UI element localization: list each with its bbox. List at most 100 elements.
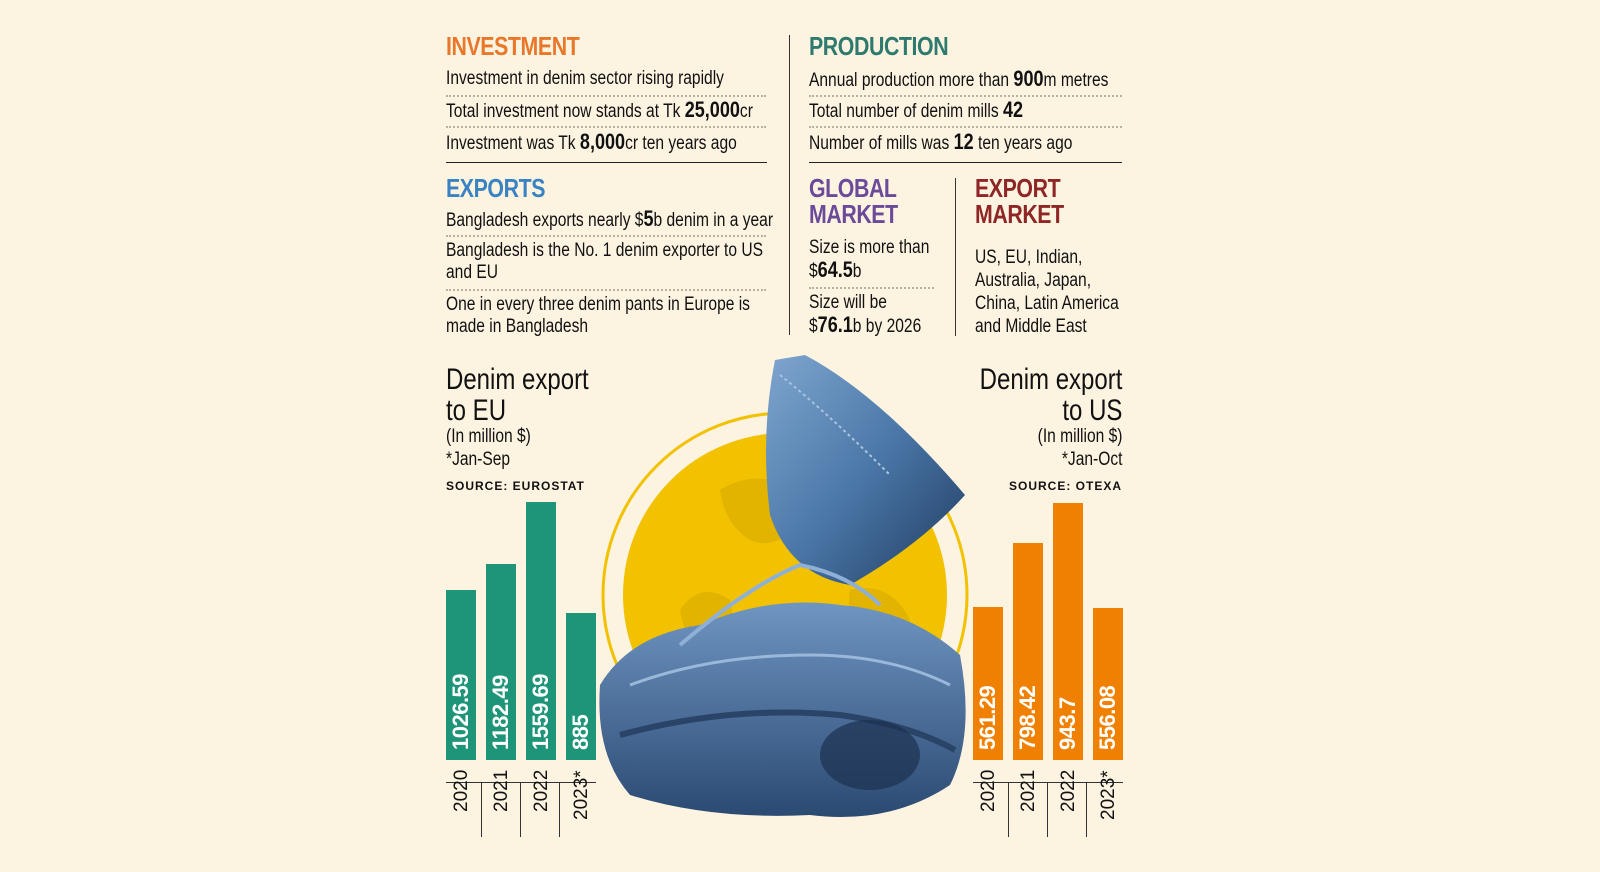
row-text: Total investment now stands at Tk xyxy=(446,101,685,122)
bar-value-label: 885 xyxy=(568,714,593,750)
eu-year-2022: 2022 xyxy=(531,769,552,812)
dotted-divider xyxy=(446,95,766,97)
section-rule xyxy=(446,162,767,163)
row-value: 5 xyxy=(643,206,654,231)
production-row-1: Annual production more than 900m metres xyxy=(809,68,1108,92)
row-text: Bangladesh is the No. 1 denim exporter t… xyxy=(446,240,763,261)
export-market-line: and Middle East xyxy=(975,316,1087,337)
global-market-row-2: Size will be $76.1b by 2026 xyxy=(809,292,921,338)
eu-bar-2021[interactable]: 1182.49 xyxy=(486,564,516,760)
dotted-divider xyxy=(446,235,766,237)
us-bar-2020[interactable]: 561.29 xyxy=(973,607,1003,760)
row-text: Total number of denim mills xyxy=(809,101,1003,122)
bar-value-label: 798.42 xyxy=(1015,685,1040,750)
exports-row-2: Bangladesh is the No. 1 denim exporter t… xyxy=(446,240,763,284)
production-row-2: Total number of denim mills 42 xyxy=(809,99,1023,123)
denim-jeans-illustration xyxy=(590,355,975,825)
us-chart-source: SOURCE: OTEXA xyxy=(1008,479,1122,493)
row-text: Investment in denim sector rising rapidl… xyxy=(446,68,724,89)
row-value: 900 xyxy=(1013,66,1044,91)
eu-bar-2022[interactable]: 1559.69 xyxy=(526,502,556,760)
bar-value-label: 1026.59 xyxy=(448,673,473,750)
eu-x-axis xyxy=(446,782,596,783)
axis-tick xyxy=(559,782,560,837)
chart-unit: (In million $) xyxy=(446,426,531,447)
global-market-heading: GLOBAL MARKET xyxy=(809,175,898,227)
us-bar-2022[interactable]: 943.7 xyxy=(1053,503,1083,760)
dotted-divider xyxy=(809,287,934,289)
heading-line: EXPORT xyxy=(975,173,1061,203)
axis-tick xyxy=(1047,782,1048,837)
us-chart-subtitle: (In million $) *Jan-Oct xyxy=(1037,425,1122,471)
chart-title-line: to EU xyxy=(446,394,507,427)
row-unit: b denim in a year xyxy=(653,210,774,231)
eu-chart-source: SOURCE: EUROSTAT xyxy=(446,479,585,493)
row-value: 76.1 xyxy=(817,312,853,337)
eu-chart-subtitle: (In million $) *Jan-Sep xyxy=(446,425,531,471)
investment-row-2: Total investment now stands at Tk 25,000… xyxy=(446,99,753,123)
chart-note: *Jan-Sep xyxy=(446,449,511,470)
investment-heading: INVESTMENT xyxy=(446,31,580,61)
column-divider xyxy=(789,35,790,335)
row-text: made in Bangladesh xyxy=(446,316,589,337)
export-market-list: US, EU, Indian, Australia, Japan, China,… xyxy=(975,246,1119,338)
exports-row-3: One in every three denim pants in Europe… xyxy=(446,294,750,338)
us-bar-chart: 561.29 798.42 943.7 556.08 xyxy=(973,500,1133,760)
row-text: and EU xyxy=(446,262,498,283)
eu-year-2020: 2020 xyxy=(451,769,472,812)
row-currency: $ xyxy=(809,261,818,282)
eu-year-2023: 2023* xyxy=(571,770,592,820)
heading-line: GLOBAL xyxy=(809,173,897,203)
column-divider xyxy=(955,178,956,336)
chart-title-line: Denim export xyxy=(446,363,589,396)
row-text: One in every three denim pants in Europe… xyxy=(446,294,750,315)
dotted-divider xyxy=(809,126,1122,128)
eu-bar-2023[interactable]: 885 xyxy=(566,613,596,760)
axis-tick xyxy=(1086,782,1087,837)
axis-tick xyxy=(1008,782,1009,837)
row-unit: ten years ago xyxy=(973,133,1073,154)
row-currency: $ xyxy=(809,316,818,337)
row-unit: cr xyxy=(739,101,753,122)
row-unit: cr ten years ago xyxy=(625,133,737,154)
row-value: 8,000 xyxy=(579,129,626,154)
bar-value-label: 561.29 xyxy=(975,685,1000,750)
row-text: Number of mills was xyxy=(809,133,954,154)
row-value: 25,000 xyxy=(684,97,740,122)
eu-bar-chart: 1026.59 1182.49 1559.69 885 xyxy=(446,500,606,760)
us-chart-title: Denim export to US xyxy=(979,364,1122,426)
row-text: Size will be xyxy=(809,292,887,313)
dotted-divider xyxy=(809,95,1122,97)
us-bar-2021[interactable]: 798.42 xyxy=(1013,543,1043,760)
heading-line: MARKET xyxy=(809,199,898,229)
exports-row-1: Bangladesh exports nearly $5b denim in a… xyxy=(446,208,773,232)
row-value: 12 xyxy=(953,129,974,154)
export-market-line: China, Latin America xyxy=(975,293,1119,314)
global-market-row-1: Size is more than $64.5b xyxy=(809,237,929,283)
us-year-2021: 2021 xyxy=(1018,769,1039,812)
dotted-divider xyxy=(446,289,766,291)
row-value: 64.5 xyxy=(817,257,853,282)
export-market-line: US, EU, Indian, xyxy=(975,247,1083,268)
axis-tick xyxy=(520,782,521,837)
row-unit: m metres xyxy=(1043,70,1109,91)
us-year-2023: 2023* xyxy=(1098,770,1119,820)
investment-row-3: Investment was Tk 8,000cr ten years ago xyxy=(446,131,737,155)
eu-bar-2020[interactable]: 1026.59 xyxy=(446,590,476,760)
export-market-heading: EXPORT MARKET xyxy=(975,175,1064,227)
us-year-2020: 2020 xyxy=(978,769,999,812)
production-heading: PRODUCTION xyxy=(809,31,949,61)
us-bar-2023[interactable]: 556.08 xyxy=(1093,608,1123,760)
row-unit: b by 2026 xyxy=(852,316,922,337)
section-rule xyxy=(809,162,1122,163)
us-x-axis xyxy=(973,782,1123,783)
chart-unit: (In million $) xyxy=(1037,426,1122,447)
export-market-line: Australia, Japan, xyxy=(975,270,1092,291)
us-year-2022: 2022 xyxy=(1058,769,1079,812)
eu-year-2021: 2021 xyxy=(491,769,512,812)
production-row-3: Number of mills was 12 ten years ago xyxy=(809,131,1072,155)
exports-heading: EXPORTS xyxy=(446,173,546,203)
chart-note: *Jan-Oct xyxy=(1061,449,1122,470)
chart-title-line: to US xyxy=(1061,394,1122,427)
bar-value-label: 1559.69 xyxy=(528,673,553,750)
